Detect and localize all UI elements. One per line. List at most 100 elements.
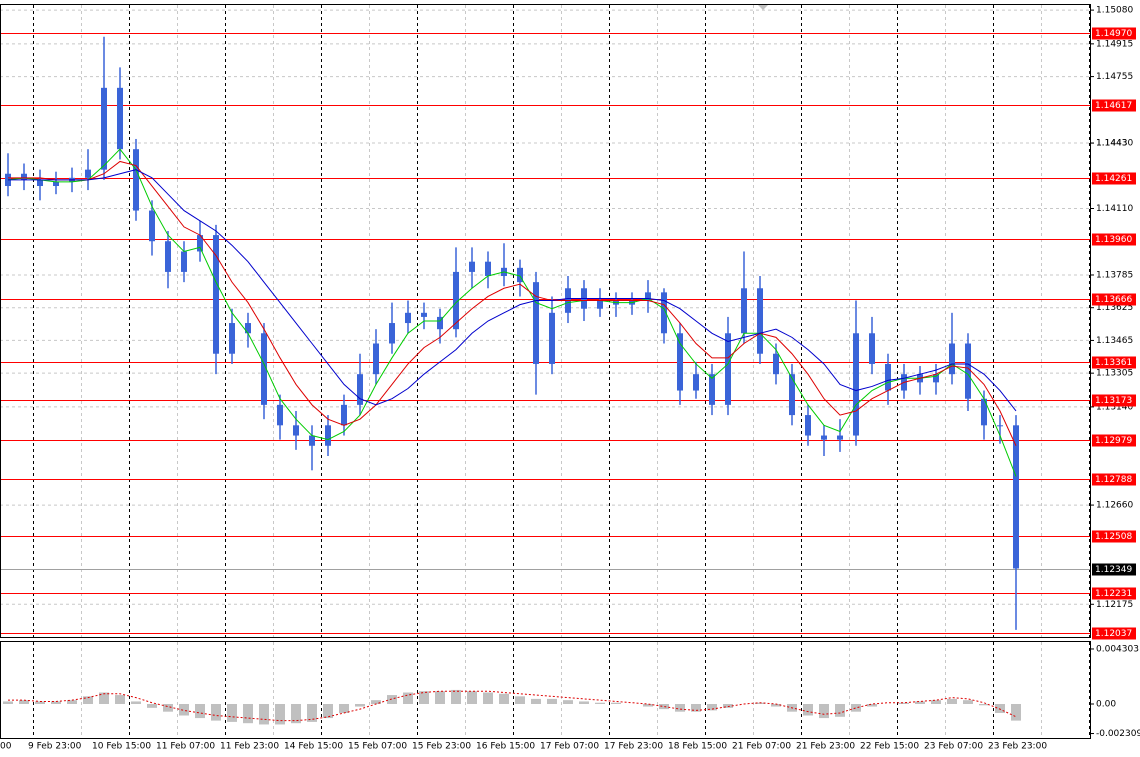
osc-bar	[131, 701, 141, 705]
candle-body	[309, 435, 315, 446]
osc-bar	[51, 701, 61, 705]
y-tick-label: 0.00	[1096, 700, 1116, 710]
level-tag	[1092, 530, 1136, 543]
osc-bar	[979, 704, 989, 706]
x-tick-label: 00	[0, 742, 12, 752]
osc-bar	[83, 696, 93, 705]
candle-body	[869, 333, 875, 364]
x-tick-label: 15 Feb 23:00	[412, 742, 471, 752]
y-tick-label: 1.13625	[1096, 303, 1133, 313]
candle-body	[853, 333, 859, 436]
osc-bar	[339, 704, 349, 713]
osc-bar	[515, 696, 525, 705]
candle-body	[149, 210, 155, 242]
osc-bar	[179, 704, 189, 716]
osc-bar	[307, 704, 317, 722]
level-tag	[1092, 233, 1136, 246]
level-label: 1.13960	[1095, 235, 1132, 245]
osc-bar	[691, 704, 701, 712]
level-tag	[1092, 473, 1136, 486]
candle-body	[21, 173, 27, 180]
level-tag	[1092, 293, 1136, 306]
candle-body	[549, 312, 555, 364]
candle-body	[373, 343, 379, 375]
osc-bar	[323, 704, 333, 719]
x-tick-label: 17 Feb 07:00	[540, 742, 599, 752]
level-tag	[1092, 172, 1136, 185]
y-tick-label: 1.14915	[1096, 39, 1133, 49]
osc-bar	[67, 700, 77, 705]
candle-body	[405, 312, 411, 324]
x-tick-label: 23 Feb 07:00	[924, 742, 983, 752]
y-tick-label: 1.13465	[1096, 336, 1133, 346]
y-tick-label: 1.13140	[1096, 402, 1133, 412]
moving-average	[8, 169, 1017, 412]
candle-body	[517, 267, 523, 283]
x-tick-label: 17 Feb 23:00	[604, 742, 663, 752]
osc-bar	[467, 691, 477, 705]
candle-body	[885, 363, 891, 391]
y-tick-label: 1.12175	[1096, 600, 1133, 610]
x-tick-label: 10 Feb 15:00	[92, 742, 151, 752]
osc-bar	[451, 689, 461, 705]
level-tag	[1092, 27, 1136, 40]
candle-body	[981, 398, 987, 426]
level-label: 1.12788	[1095, 475, 1132, 485]
osc-bar	[259, 704, 269, 725]
candle-body	[485, 261, 491, 277]
candle-body	[597, 300, 603, 309]
candle-body	[997, 425, 1003, 427]
osc-bar	[483, 692, 493, 705]
y-tick-label: 0.004303	[1096, 644, 1139, 654]
candle-body	[965, 343, 971, 399]
osc-bar	[835, 704, 845, 717]
osc-bar	[819, 704, 829, 719]
osc-bar	[675, 704, 685, 712]
osc-bar	[243, 704, 253, 724]
osc-bar	[275, 704, 285, 725]
candle-body	[469, 261, 475, 272]
level-label: 1.12037	[1095, 629, 1132, 639]
candle-body	[37, 179, 43, 187]
osc-bar	[387, 695, 397, 705]
main-frame	[0, 4, 1091, 638]
candle-body	[805, 415, 811, 436]
level-tag	[1092, 99, 1136, 112]
candle-body	[117, 87, 123, 150]
osc-bar	[163, 704, 173, 712]
candle-body	[645, 292, 651, 301]
x-tick-label: 16 Feb 15:00	[476, 742, 535, 752]
plot	[0, 33, 1090, 725]
osc-bar	[195, 704, 205, 719]
osc-bar	[995, 704, 1005, 713]
candle-body	[933, 374, 939, 383]
level-tag	[1092, 394, 1136, 407]
y-tick-label: -0.002309	[1096, 729, 1140, 739]
osc-bar	[227, 704, 237, 722]
osc-bar	[707, 704, 717, 711]
candle-body	[389, 323, 395, 344]
osc-bar	[931, 700, 941, 705]
level-label: 1.14261	[1095, 174, 1132, 184]
y-tick-label: 1.13785	[1096, 270, 1133, 280]
level-label: 1.12508	[1095, 532, 1132, 542]
candle-body	[453, 271, 459, 330]
osc-bar	[147, 704, 157, 708]
osc-bar	[563, 700, 573, 705]
candle-body	[357, 374, 363, 405]
candle-body	[229, 323, 235, 354]
candle-body	[181, 251, 187, 272]
osc-bar	[803, 704, 813, 716]
x-tick-label: 15 Feb 07:00	[348, 742, 407, 752]
candle-body	[277, 404, 283, 426]
candle-body	[341, 404, 347, 426]
osc-bar	[355, 704, 365, 707]
price-tag	[1092, 563, 1136, 576]
level-label: 1.12231	[1095, 589, 1132, 599]
level-tag	[1092, 587, 1136, 600]
osc-bar	[579, 701, 589, 705]
osc-bar	[851, 704, 861, 712]
osc-bar	[499, 693, 509, 705]
